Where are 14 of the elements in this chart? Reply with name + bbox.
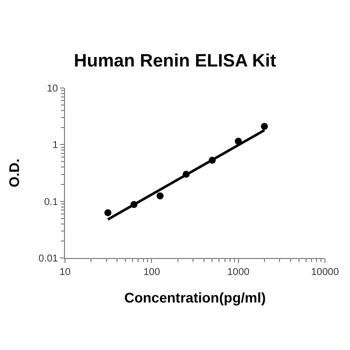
y-axis-title: O.D.	[6, 158, 22, 188]
point	[156, 192, 164, 200]
y-tick-label: 0.1	[44, 196, 58, 208]
x-tick-label: 10000	[311, 267, 340, 278]
point	[260, 122, 268, 130]
x-axis-title: Concentration(pg/ml)	[124, 289, 266, 306]
y-tick-label: 1	[52, 140, 58, 152]
point	[104, 209, 112, 216]
chart-title: Human Renin ELISA Kit	[74, 50, 276, 70]
x-tick-label: 1000	[227, 267, 250, 278]
x-tick-label: 100	[143, 267, 160, 278]
x-tick-label: 10	[59, 267, 71, 278]
y-tick-label: 10	[46, 84, 58, 94]
y-tick-label: 0.01	[38, 254, 58, 264]
